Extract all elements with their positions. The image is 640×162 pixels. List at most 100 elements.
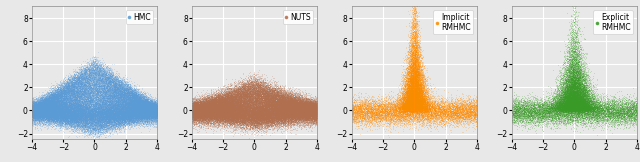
Point — [150, 107, 160, 109]
Point — [258, 115, 268, 118]
Point — [225, 106, 236, 108]
Point — [261, 105, 271, 107]
Point — [413, 99, 424, 102]
Point — [405, 107, 415, 110]
Point — [100, 86, 111, 88]
Point — [56, 91, 67, 94]
Point — [234, 107, 244, 110]
Point — [257, 109, 267, 111]
Point — [77, 125, 87, 127]
Point — [77, 117, 87, 119]
Point — [85, 81, 95, 84]
Point — [67, 110, 77, 113]
Point — [253, 89, 264, 92]
Point — [59, 108, 69, 110]
Point — [102, 109, 113, 111]
Point — [206, 102, 216, 104]
Point — [207, 115, 217, 118]
Point — [522, 124, 532, 127]
Point — [602, 111, 612, 113]
Point — [129, 101, 140, 103]
Point — [60, 89, 70, 92]
Point — [29, 102, 40, 105]
Point — [129, 91, 140, 94]
Point — [148, 106, 158, 109]
Point — [47, 99, 57, 102]
Point — [252, 112, 262, 115]
Point — [355, 108, 365, 110]
Point — [127, 103, 138, 106]
Point — [407, 60, 417, 63]
Point — [257, 93, 268, 96]
Point — [580, 87, 591, 89]
Point — [97, 102, 108, 104]
Point — [214, 120, 225, 123]
Point — [299, 107, 309, 110]
Point — [109, 90, 120, 92]
Point — [201, 99, 211, 102]
Point — [564, 106, 575, 108]
Point — [417, 98, 427, 100]
Point — [570, 85, 580, 88]
Point — [621, 110, 632, 113]
Point — [518, 101, 529, 103]
Point — [88, 107, 99, 109]
Point — [218, 100, 228, 103]
Point — [207, 109, 217, 111]
Point — [94, 64, 104, 66]
Point — [378, 117, 388, 120]
Point — [33, 103, 43, 105]
Point — [93, 104, 103, 107]
Point — [251, 100, 261, 103]
Point — [577, 123, 588, 125]
Point — [263, 108, 273, 110]
Point — [567, 102, 577, 105]
Point — [140, 103, 150, 105]
Point — [203, 111, 213, 114]
Point — [219, 114, 229, 116]
Point — [292, 111, 302, 114]
Point — [64, 104, 74, 106]
Point — [28, 121, 38, 123]
Point — [252, 113, 262, 115]
Point — [408, 106, 419, 108]
Point — [266, 110, 276, 112]
Point — [228, 107, 239, 110]
Point — [300, 108, 310, 111]
Point — [188, 102, 198, 105]
Point — [398, 97, 408, 100]
Point — [58, 105, 68, 107]
Point — [286, 120, 296, 122]
Point — [218, 109, 228, 111]
Point — [48, 117, 58, 119]
Point — [90, 103, 100, 105]
Point — [234, 105, 244, 108]
Point — [141, 112, 151, 115]
Point — [412, 14, 422, 17]
Point — [252, 97, 262, 99]
Point — [564, 58, 574, 61]
Point — [243, 93, 253, 96]
Point — [410, 59, 420, 61]
Point — [200, 103, 211, 105]
Point — [44, 112, 54, 115]
Point — [267, 114, 277, 117]
Point — [269, 99, 279, 101]
Point — [271, 98, 282, 101]
Point — [464, 113, 474, 116]
Point — [144, 114, 154, 116]
Point — [271, 96, 282, 99]
Point — [566, 61, 577, 64]
Point — [303, 108, 313, 110]
Point — [296, 116, 307, 118]
Point — [285, 104, 295, 106]
Point — [56, 118, 67, 121]
Point — [234, 105, 244, 107]
Point — [547, 104, 557, 107]
Point — [204, 105, 214, 108]
Point — [233, 94, 243, 97]
Point — [444, 111, 454, 114]
Point — [292, 93, 302, 96]
Point — [248, 106, 258, 109]
Point — [246, 85, 256, 87]
